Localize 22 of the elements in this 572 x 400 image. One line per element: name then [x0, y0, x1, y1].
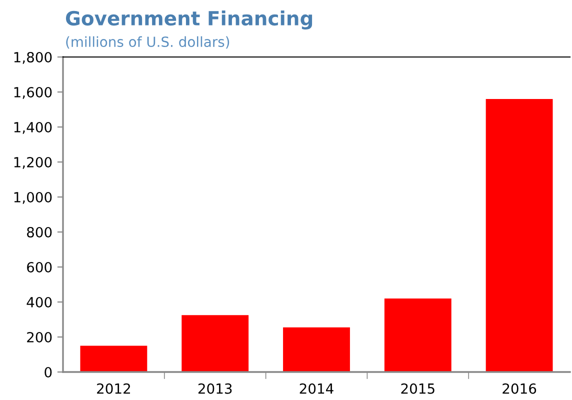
- x-tick-label: 2013: [198, 383, 232, 394]
- y-tick-label: 800: [27, 226, 52, 238]
- bar: [182, 315, 249, 372]
- y-tick-label: 1,400: [14, 122, 52, 134]
- y-tick-label: 600: [27, 262, 52, 272]
- bar: [486, 99, 553, 372]
- y-tick-label: 400: [26, 296, 52, 308]
- chart-title: Government Financing: [66, 10, 312, 30]
- bar: [283, 327, 350, 372]
- y-tick-label: 0: [44, 366, 52, 378]
- bar: [384, 298, 452, 372]
- x-tick-label: 2015: [401, 383, 434, 394]
- bar: [80, 346, 148, 372]
- y-tick-label: 1,200: [14, 156, 52, 169]
- y-tick-label: 1,000: [14, 192, 52, 204]
- x-tick-label: 2014: [300, 383, 334, 394]
- y-tick-label: 1,600: [14, 86, 52, 99]
- chart-subtitle: (millions of U.S. dollars): [66, 36, 230, 49]
- y-tick-label: 200: [27, 332, 52, 342]
- x-tick-label: 2016: [502, 383, 536, 394]
- x-tick-label: 2012: [97, 383, 130, 394]
- y-tick-label: 1,800: [14, 52, 52, 64]
